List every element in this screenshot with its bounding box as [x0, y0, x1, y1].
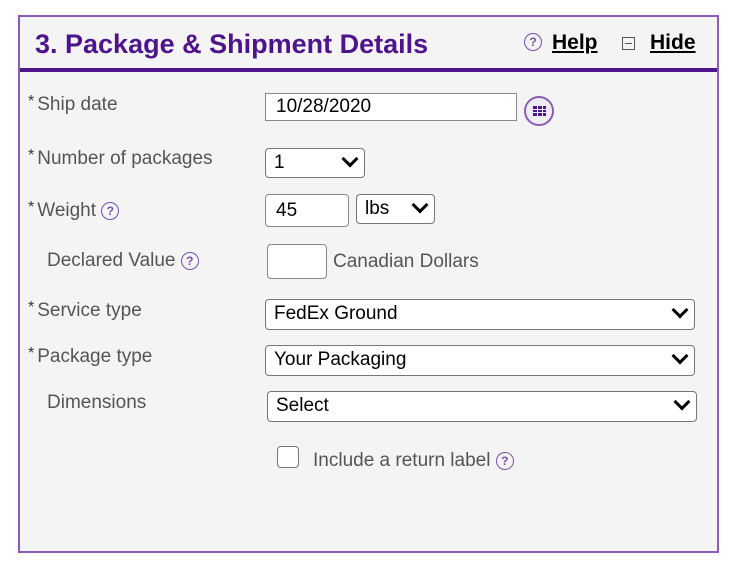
ship-date-input[interactable]: 10/28/2020 — [265, 93, 517, 121]
return-label-checkbox[interactable] — [277, 446, 299, 468]
help-icon[interactable]: ? — [180, 251, 199, 270]
weight-label: * Weight ? — [28, 199, 120, 222]
chevron-down-icon — [673, 393, 691, 411]
package-shipment-panel: 3. Package & Shipment Details ? Help Hid… — [18, 15, 719, 553]
declared-value-label: Declared Value ? — [47, 250, 199, 272]
ship-date-label: * Ship date — [28, 93, 118, 115]
help-icon[interactable]: ? — [495, 451, 514, 470]
chevron-down-icon — [671, 347, 689, 365]
currency-label: Canadian Dollars — [333, 251, 479, 272]
weight-unit-select[interactable]: lbs — [356, 194, 435, 224]
dimensions-label: Dimensions — [47, 392, 147, 413]
chevron-down-icon — [341, 150, 359, 168]
help-link[interactable]: Help — [552, 31, 598, 54]
service-type-label: * Service type — [28, 299, 142, 321]
return-label-text: Include a return label ? — [313, 450, 514, 472]
service-type-select[interactable]: FedEx Ground — [265, 299, 695, 330]
package-type-select[interactable]: Your Packaging — [265, 345, 695, 376]
collapse-icon[interactable] — [622, 37, 635, 50]
declared-value-input[interactable] — [267, 244, 327, 279]
chevron-down-icon — [411, 196, 429, 214]
panel-header: 3. Package & Shipment Details ? Help Hid… — [20, 17, 717, 72]
packages-label: * Number of packages — [28, 147, 213, 169]
packages-select[interactable]: 1 — [265, 148, 365, 178]
weight-input[interactable]: 45 — [265, 194, 349, 227]
calendar-icon[interactable] — [524, 96, 554, 126]
dimensions-select[interactable]: Select — [267, 391, 697, 422]
help-icon[interactable]: ? — [101, 201, 120, 220]
chevron-down-icon — [671, 301, 689, 319]
panel-title: 3. Package & Shipment Details — [35, 29, 429, 59]
package-type-label: * Package type — [28, 345, 153, 367]
help-icon[interactable]: ? — [524, 33, 542, 51]
hide-link[interactable]: Hide — [650, 31, 696, 54]
